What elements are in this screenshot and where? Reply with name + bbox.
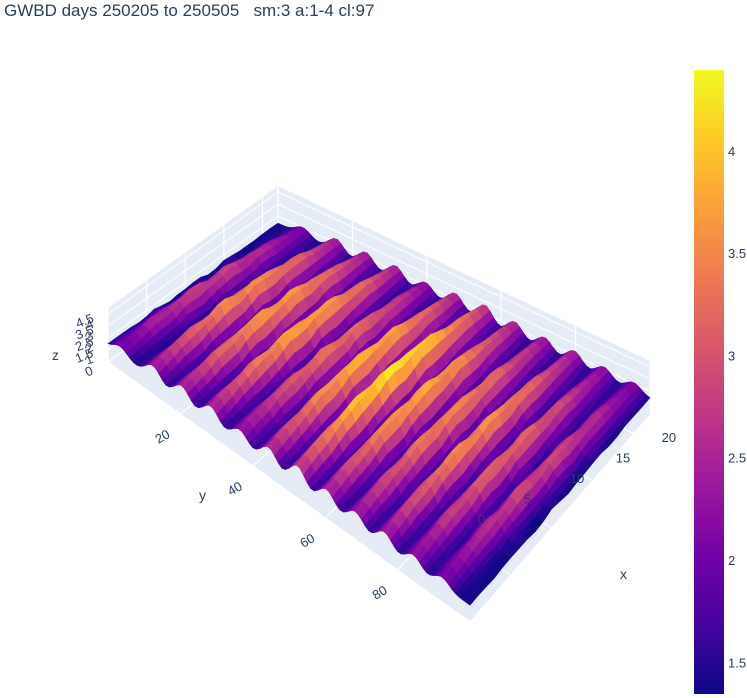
colorbar-tick-label: 1.5 — [728, 655, 746, 670]
y-tick-label: 60 — [297, 530, 317, 550]
surface-mesh[interactable] — [107, 222, 651, 606]
colorbar-tick-label: 4 — [728, 144, 735, 159]
y-tick-label: 80 — [370, 582, 390, 602]
chart-title: GWBD days 250205 to 250505 sm:3 a:1-4 cl… — [4, 1, 375, 20]
z-tick-label: 1.5 — [73, 345, 95, 366]
z-tick-label: 3.5 — [73, 322, 95, 343]
x-axis-label: x — [620, 566, 627, 582]
gridline — [107, 191, 651, 368]
colorbar-tick-label: 2.5 — [728, 451, 746, 466]
colorbar-ticks: 1.5 2 2.5 3 3.5 4 — [728, 144, 746, 670]
x-tick-label: 20 — [662, 430, 676, 445]
y-axis-label: y — [199, 487, 206, 503]
gridline — [107, 203, 651, 380]
x-tick-label: 5 — [524, 491, 531, 506]
y-axis-ticks: 20 40 60 80 — [152, 426, 389, 602]
colorbar[interactable] — [694, 70, 724, 694]
gridline — [107, 215, 651, 392]
colorbar-tick-label: 3.5 — [728, 246, 746, 261]
colorbar-tick-label: 3 — [728, 348, 735, 363]
z-tick-label: 2.5 — [73, 334, 95, 355]
y-tick-label: 20 — [152, 426, 172, 446]
x-tick-label: 10 — [570, 471, 584, 486]
z-axis-label: z — [52, 347, 59, 363]
x-axis-ticks: 0 5 10 15 20 — [478, 430, 676, 527]
surface-cell — [465, 592, 479, 606]
x-tick-label: 0 — [478, 512, 485, 527]
colorbar-tick-label: 2 — [728, 553, 735, 568]
z-axis-ticks: 011.522.533.544.5 — [73, 310, 96, 379]
y-tick-label: 40 — [225, 478, 245, 498]
z-tick-label: 4.5 — [73, 310, 95, 331]
x-tick-label: 15 — [616, 450, 630, 465]
